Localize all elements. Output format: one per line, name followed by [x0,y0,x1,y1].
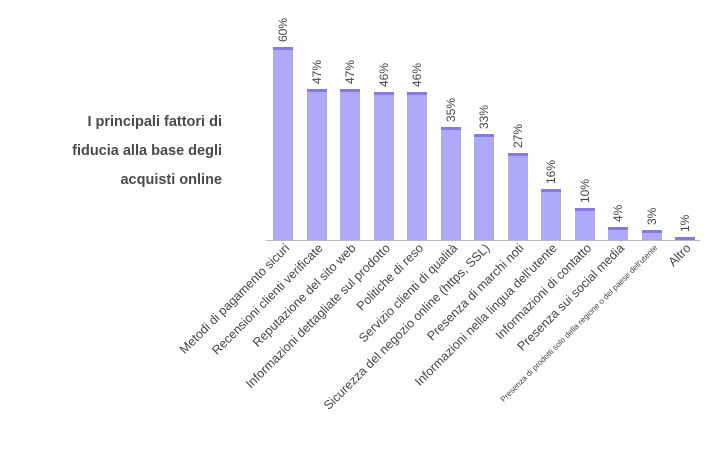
bar [306,88,327,240]
bar [273,47,293,240]
bar-value-label: 60% [276,17,290,42]
bar-cap [474,133,494,137]
bar-cap [273,47,293,50]
bar [407,92,427,240]
bar-value-label: 46% [376,63,391,88]
bar-cap [407,92,427,96]
bar-cap [440,127,461,131]
bar [641,230,662,240]
bar [608,227,628,240]
bar-cap [541,188,561,192]
bar [340,88,360,240]
bar [574,207,595,240]
bar-cap [507,153,528,157]
bar-value-label: 47% [309,59,324,84]
bar-value-label: 16% [544,159,558,184]
category-label: Altro [665,241,694,270]
bar-value-label: 10% [577,178,592,203]
bar-cap [608,227,628,231]
bar [474,133,494,240]
bar-value-label: 27% [510,124,525,149]
bar-cap [574,207,595,211]
x-axis-line [266,240,700,241]
bar-value-label: 47% [343,59,357,84]
chart-title: I principali fattori di fiducia alla bas… [60,108,222,195]
bar-cap [373,92,394,96]
chart-title-line-1: I principali fattori di [87,114,222,130]
bar [373,92,394,240]
chart-title-line-2: fiducia alla base degli [72,143,222,159]
bar-cap [340,88,360,92]
bar-cap [306,88,327,92]
bar [541,188,561,240]
bar [440,127,461,240]
bar-cap [675,236,695,240]
bar [507,153,528,240]
bar-value-label: 35% [443,98,458,123]
bar-value-label: 33% [477,104,491,129]
bar-cap [641,230,662,234]
bar-value-label: 1% [678,214,692,232]
bar-value-label: 4% [611,204,625,223]
bar-value-label: 46% [410,63,424,88]
bar-value-label: 3% [644,208,659,226]
chart-title-line-3: acquisti online [120,172,222,188]
bar [675,236,695,240]
